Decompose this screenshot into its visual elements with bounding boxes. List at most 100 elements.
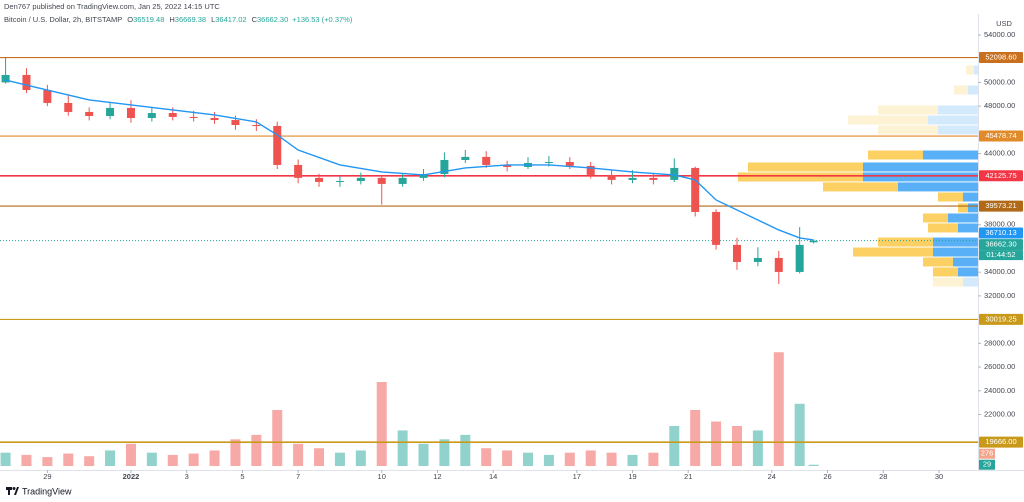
ohlc-prefix: O <box>127 15 133 24</box>
y-tick-label: 54000.00 <box>984 30 1015 39</box>
volume-bar <box>125 443 136 466</box>
price-tag-label: 36710.13 <box>985 228 1016 237</box>
candle-body <box>461 156 470 160</box>
countdown: 01:44:52 <box>986 250 1015 259</box>
candle-body <box>147 113 156 119</box>
x-tick-label: 24 <box>768 472 776 481</box>
currency: USD <box>996 19 1012 28</box>
x-tick-label: 17 <box>573 472 581 481</box>
candle-body <box>732 244 741 262</box>
volume-bar <box>711 421 722 466</box>
candle-body <box>126 107 135 119</box>
candle-body <box>335 180 344 182</box>
volume-bar <box>481 448 492 466</box>
candle-body <box>210 118 219 121</box>
price-tag-label: 42125.75 <box>985 171 1016 180</box>
volume-bar <box>439 439 450 466</box>
profile-buy <box>963 192 978 202</box>
volume-bar <box>314 448 325 466</box>
x-tick-label: 7 <box>296 472 300 481</box>
volume-bar <box>564 452 575 466</box>
candle-body <box>106 107 115 116</box>
volume-bar <box>84 456 95 466</box>
volume-tag <box>979 459 995 470</box>
volume-tag <box>979 448 995 459</box>
candle-body <box>712 211 721 245</box>
symbol: Bitcoin / U.S. Dollar, 2h, BITSTAMP <box>4 15 122 24</box>
moving-average <box>5 79 814 241</box>
price-tag-label: 39573.21 <box>985 201 1016 210</box>
x-tick-label: 14 <box>489 472 497 481</box>
y-tick-label: 50000.00 <box>984 77 1015 86</box>
profile-buy <box>974 65 978 75</box>
candle-body <box>419 173 428 178</box>
candle-body <box>607 174 616 180</box>
volume-bar <box>397 430 408 466</box>
profile-sell <box>954 85 968 95</box>
volume-bar <box>808 464 819 466</box>
candle-body <box>544 162 553 164</box>
x-tick-label: 10 <box>378 472 386 481</box>
volume-bar <box>0 452 11 466</box>
profile-buy <box>923 150 978 160</box>
candle-body <box>565 162 574 166</box>
volume-bar <box>543 454 554 466</box>
candle-body <box>377 177 386 184</box>
profile-sell <box>938 192 963 202</box>
candle-body <box>231 120 240 126</box>
profile-buy <box>863 162 978 172</box>
volume-bar <box>585 450 596 466</box>
profile-sell <box>966 65 974 75</box>
candle-body <box>670 167 679 180</box>
candle-body <box>503 164 512 167</box>
volume-bar <box>731 426 742 466</box>
price-tag <box>979 130 1023 142</box>
profile-sell <box>933 267 958 277</box>
volume-bar <box>773 352 784 466</box>
profile-buy <box>958 223 978 233</box>
y-tick-label: 24000.00 <box>984 386 1015 395</box>
y-tick-label: 38000.00 <box>984 220 1015 229</box>
volume-bar <box>355 450 366 466</box>
profile-buy <box>928 115 978 125</box>
price-tag-label: 52098.60 <box>985 53 1016 62</box>
profile-sell <box>878 125 938 135</box>
profile-buy <box>958 267 978 277</box>
candle-body <box>753 257 762 262</box>
x-tick-label: 28 <box>879 472 887 481</box>
countdown-bg <box>979 250 1023 261</box>
y-tick-label: 48000.00 <box>984 101 1015 110</box>
x-tick-label: 29 <box>43 472 51 481</box>
y-tick-label: 22000.00 <box>984 409 1015 418</box>
volume-bar <box>251 434 262 466</box>
volume-bar <box>21 454 32 466</box>
ohlc-value: 36417.02 <box>215 15 246 24</box>
price-tag <box>979 227 1023 239</box>
profile-sell <box>878 237 933 247</box>
logo <box>6 487 19 495</box>
price-tag <box>979 313 1023 325</box>
candle-body <box>795 244 804 272</box>
candle-body <box>85 111 94 116</box>
candle-body <box>168 113 177 117</box>
price-tag <box>979 52 1023 64</box>
volume-bar <box>606 452 617 466</box>
candle-body <box>691 167 700 212</box>
change: +136.53 (+0.37%) <box>292 15 353 24</box>
price-tag <box>979 170 1023 182</box>
price-tag <box>979 436 1023 448</box>
price-tag-label: 19666.00 <box>985 437 1016 446</box>
x-tick-label: 12 <box>433 472 441 481</box>
candle-body <box>356 177 365 181</box>
profile-sell <box>923 257 953 267</box>
y-tick-label: 44000.00 <box>984 149 1015 158</box>
x-tick-label: 5 <box>240 472 244 481</box>
volume-bar <box>230 439 241 466</box>
ohlc-prefix: H <box>169 15 174 24</box>
volume-bar <box>293 443 304 466</box>
profile-sell <box>928 223 958 233</box>
volume-bar <box>376 382 387 466</box>
candle-body <box>22 74 31 91</box>
